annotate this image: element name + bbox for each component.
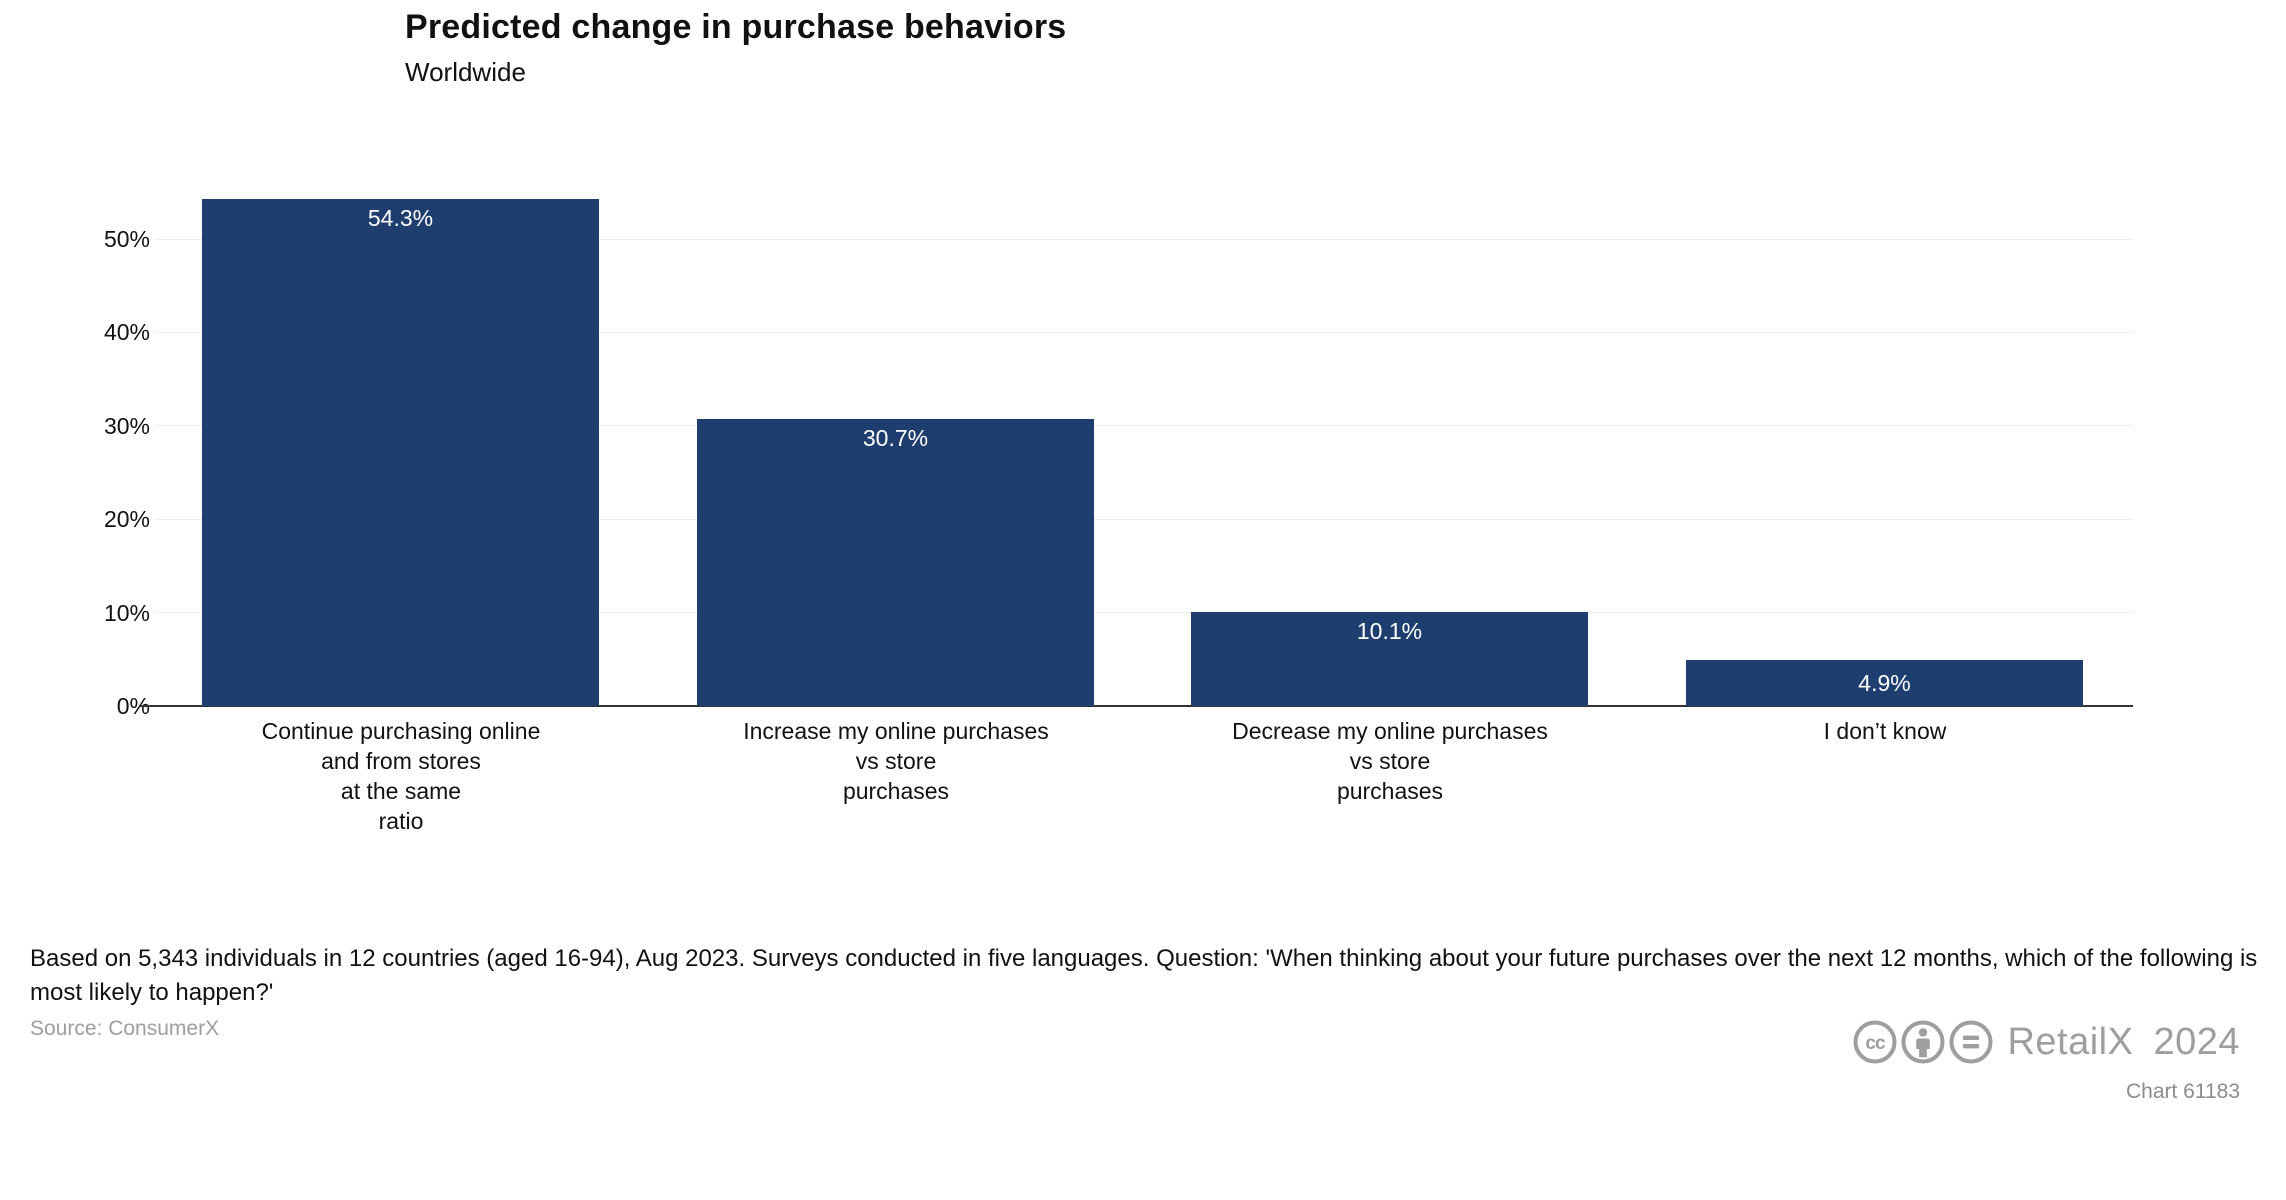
- brand-name: RetailX: [2007, 1020, 2134, 1063]
- x-axis-line: [140, 705, 2133, 707]
- cc-icon: cc: [1853, 1020, 1897, 1064]
- x-axis-category-label: Decrease my online purchases vs store pu…: [1232, 718, 1548, 804]
- cc-license-icons: cc: [1853, 1020, 1993, 1064]
- x-axis-category-label: I don’t know: [1823, 718, 1947, 744]
- gridline: [155, 518, 2133, 520]
- gridline: [155, 425, 2133, 427]
- y-axis-tick-label: 20%: [103, 506, 150, 533]
- bar-value-label: 30.7%: [862, 425, 929, 451]
- attribution-icon: [1901, 1020, 1945, 1064]
- y-axis-tick-label: 50%: [103, 226, 150, 252]
- svg-text:cc: cc: [1866, 1033, 1887, 1054]
- bar: 10.1%: [1191, 612, 1588, 706]
- y-axis-tick-label: 0%: [116, 693, 150, 719]
- bar-value-label: 10.1%: [1356, 618, 1423, 644]
- y-axis-tick-label: 30%: [103, 412, 150, 439]
- x-axis-category-label: Increase my online purchases vs store pu…: [743, 718, 1049, 804]
- bar: 54.3%: [202, 199, 599, 706]
- page-subtitle: Worldwide: [405, 57, 526, 87]
- bar: 30.7%: [697, 419, 1094, 706]
- chart-footnote: Based on 5,343 individuals in 12 countri…: [30, 945, 2258, 1006]
- x-axis-category-label: Continue purchasing online and from stor…: [261, 718, 541, 834]
- gridline: [155, 238, 2133, 240]
- source-label: Source: ConsumerX: [30, 1017, 220, 1040]
- page-title: Predicted change in purchase behaviors: [405, 8, 1067, 46]
- brand-year: 2024: [2153, 1020, 2240, 1063]
- bar-value-label: 4.9%: [1858, 670, 1911, 696]
- chart-id-label: Chart 61183: [2125, 1080, 2240, 1103]
- y-axis-tick-label: 10%: [103, 599, 150, 626]
- y-axis-tick-label: 40%: [103, 319, 150, 346]
- gridline: [155, 612, 2133, 614]
- bar: 4.9%: [1686, 660, 2083, 706]
- bar-chart: 0% 10% 20% 30% 40% 50% 54.3% Continue purchasin…: [103, 199, 2133, 834]
- retailx-branding: cc RetailX 2024: [1853, 1019, 2240, 1065]
- bar-value-label: 54.3%: [367, 205, 434, 231]
- gridline: [155, 331, 2133, 333]
- equals-icon: [1949, 1020, 1993, 1064]
